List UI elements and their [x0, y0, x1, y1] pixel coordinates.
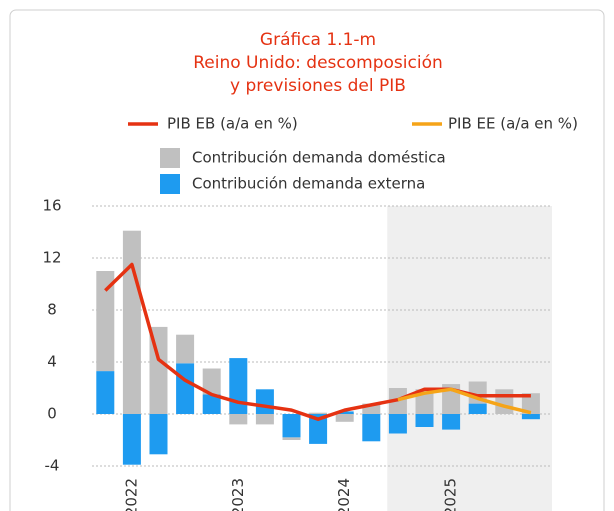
- y-tick-label: 16: [42, 197, 61, 215]
- bar: [309, 414, 328, 444]
- y-tick-label: 4: [47, 353, 57, 371]
- bar: [415, 414, 434, 427]
- bar: [335, 414, 354, 422]
- bar: [202, 394, 221, 414]
- y-tick-label: 8: [47, 301, 57, 319]
- legend-label: PIB EE (a/a en %): [448, 115, 578, 133]
- bar: [521, 414, 540, 420]
- line: [397, 387, 532, 415]
- y-tick-label: 12: [42, 249, 61, 267]
- frame: [9, 9, 605, 511]
- bar: [521, 393, 540, 414]
- bar: [388, 414, 407, 434]
- y-tick-label: -4: [45, 457, 60, 475]
- bar: [335, 411, 354, 414]
- chart-title: Gráfica 1.1-m: [260, 30, 376, 50]
- bar: [229, 414, 248, 425]
- bar: [362, 403, 381, 414]
- chart-title: Reino Unido: descomposición: [193, 53, 443, 73]
- bar: [202, 368, 221, 395]
- bar: [122, 230, 141, 414]
- legend-label: Contribución demanda externa: [192, 175, 425, 193]
- bar: [176, 334, 195, 364]
- bar: [96, 371, 115, 414]
- bar: [362, 414, 381, 442]
- x-tick-label: 2025: [442, 478, 460, 511]
- bar: [149, 414, 168, 455]
- bar: [442, 414, 461, 430]
- x-tick-label: 2024: [335, 478, 353, 511]
- bar: [229, 358, 248, 414]
- bar: [255, 414, 274, 425]
- bar: [282, 414, 301, 438]
- bar: [122, 414, 141, 465]
- bar: [255, 389, 274, 414]
- bar: [309, 412, 328, 414]
- y-tick-label: 0: [47, 405, 57, 423]
- x-tick-label: 2022: [122, 478, 140, 511]
- legend-swatch: [160, 174, 180, 194]
- chart-title: y previsiones del PIB: [230, 76, 406, 96]
- x-tick-label: 2023: [229, 478, 247, 511]
- bar: [495, 389, 514, 414]
- legend-swatch: [160, 148, 180, 168]
- bar: [96, 271, 115, 372]
- bar: [282, 437, 301, 440]
- legend-label: Contribución demanda doméstica: [192, 149, 446, 167]
- forecast-shade: [387, 206, 552, 511]
- bar: [176, 363, 195, 414]
- legend-label: PIB EB (a/a en %): [167, 115, 298, 133]
- bar: [468, 403, 487, 414]
